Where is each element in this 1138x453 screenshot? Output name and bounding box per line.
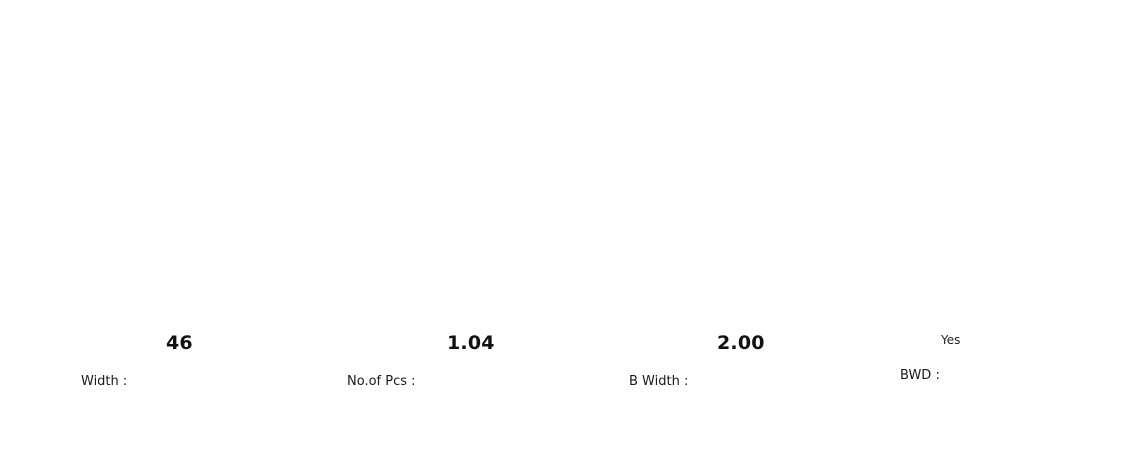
b-width-label: B Width :: [629, 374, 689, 389]
b-width-value: 2.00: [717, 332, 765, 354]
width-label: Width :: [81, 374, 128, 389]
no-of-pcs-value: 1.04: [447, 332, 495, 354]
no-of-pcs-label: No.of Pcs :: [347, 374, 416, 389]
bwd-label: BWD :: [900, 368, 940, 383]
width-value: 46: [166, 332, 193, 354]
bwd-value: Yes: [941, 333, 961, 347]
